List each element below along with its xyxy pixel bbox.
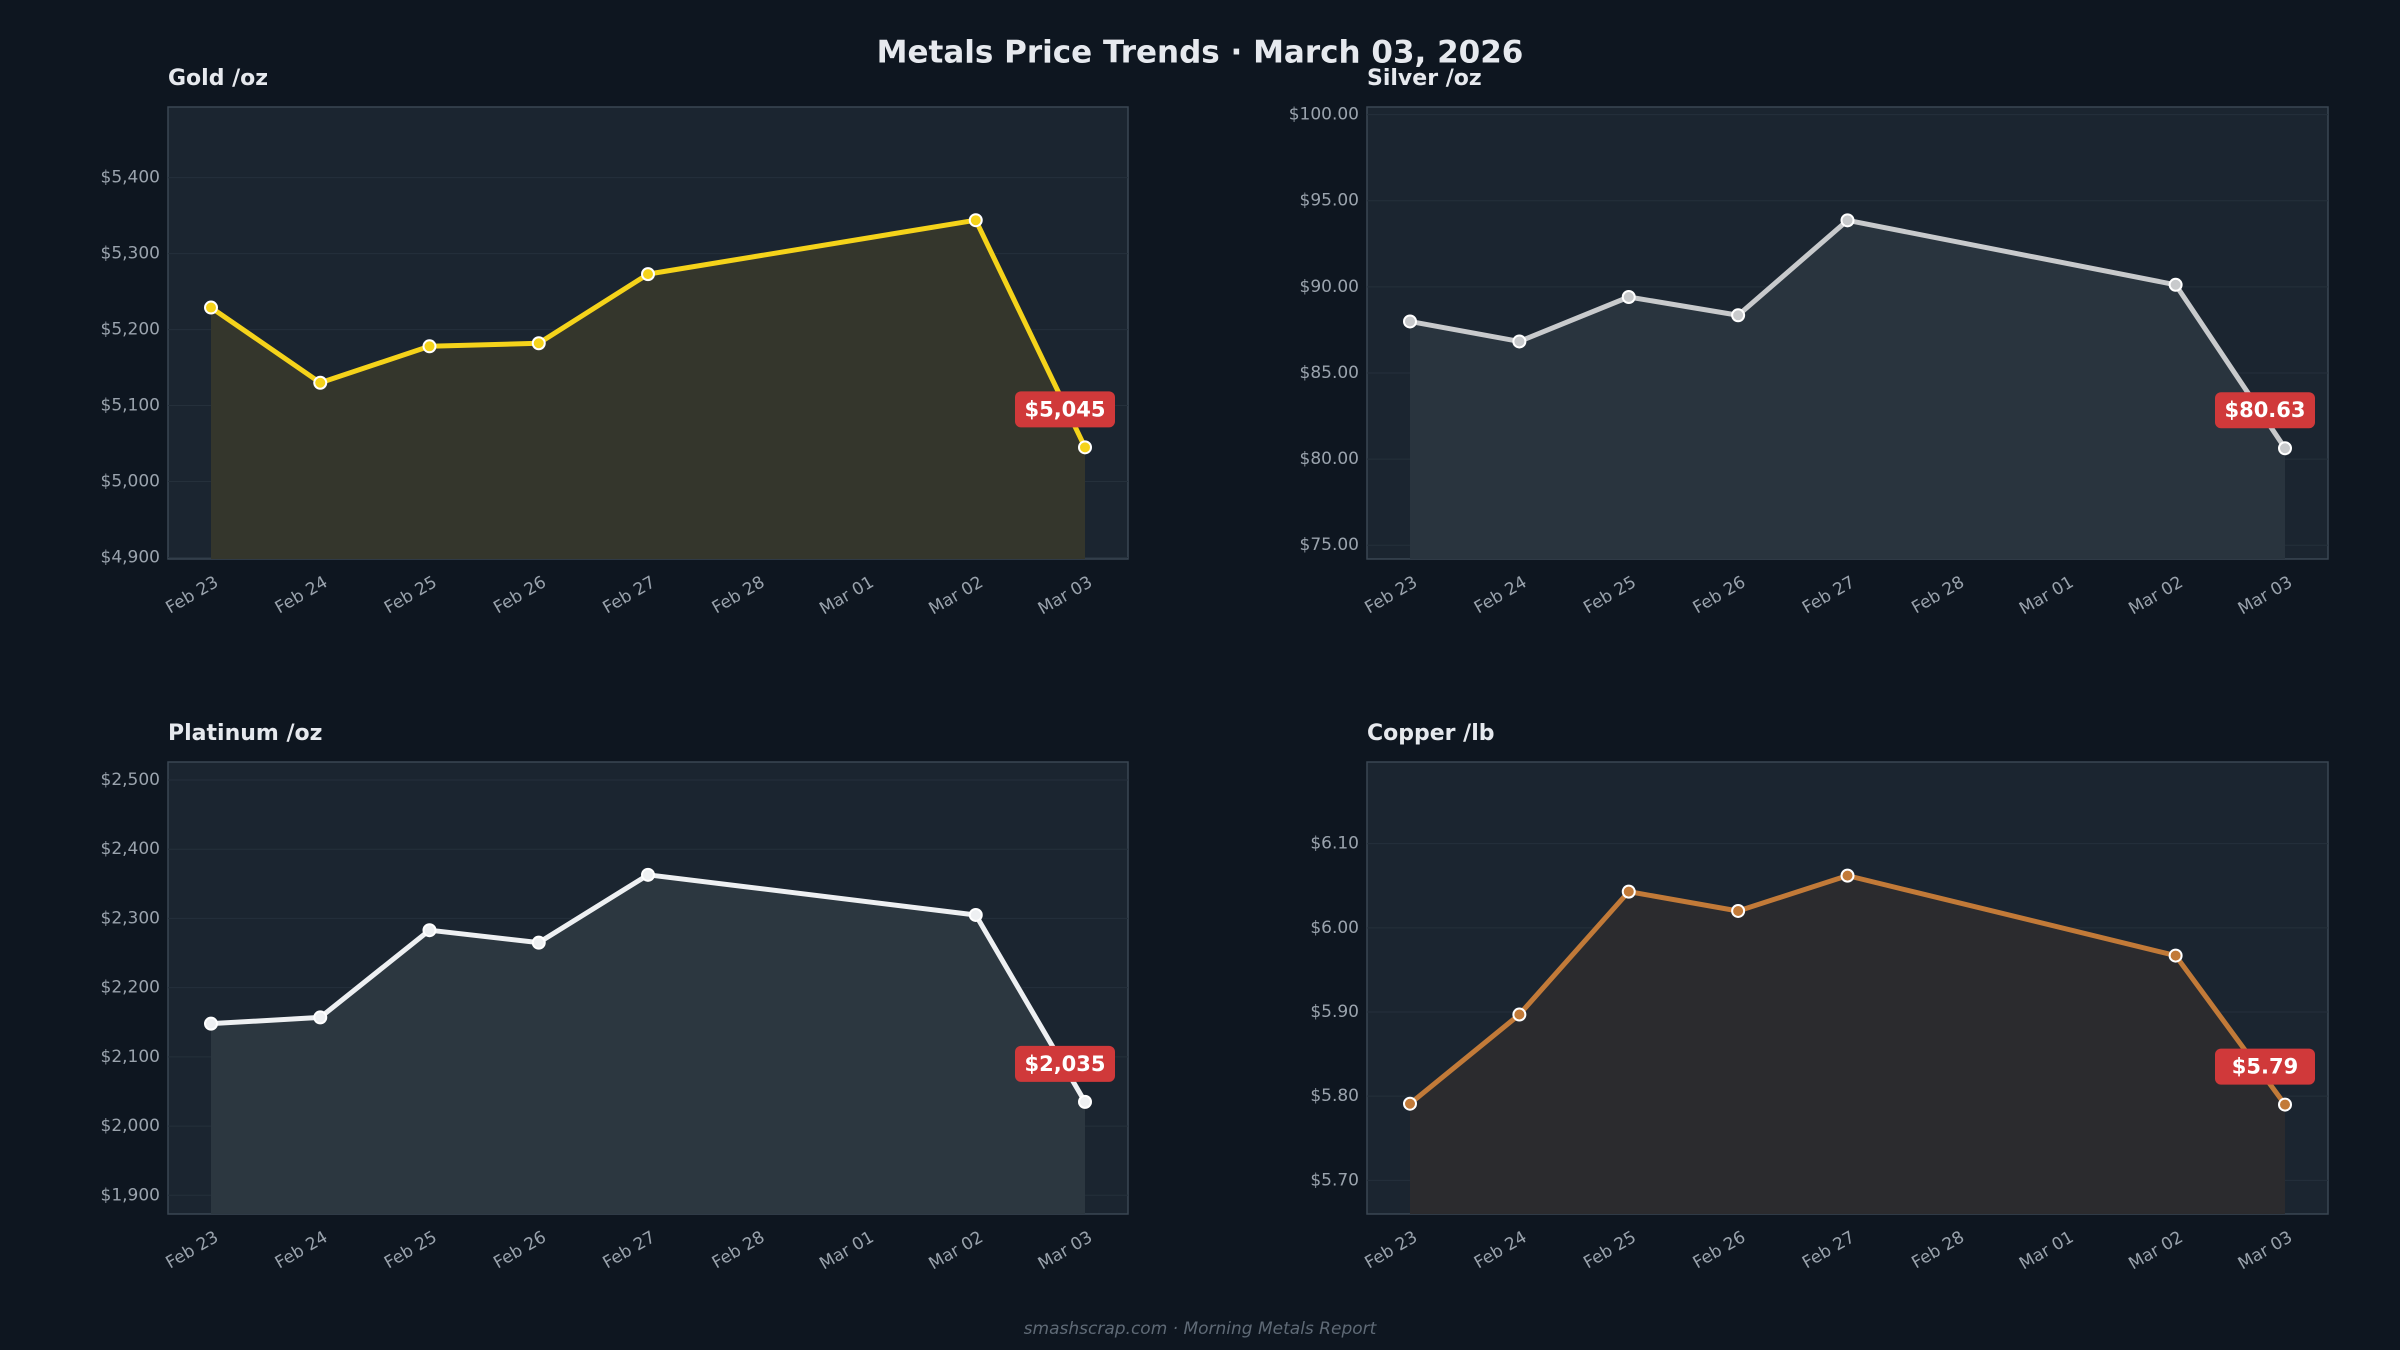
point	[1403, 314, 1417, 329]
point	[313, 1010, 328, 1025]
area-fill	[1410, 220, 2285, 559]
point	[1731, 308, 1746, 323]
value-badge: $80.63	[2215, 392, 2315, 429]
y-tick-label: $2,000	[101, 1116, 160, 1136]
value-label: $2,035	[1024, 1052, 1105, 1076]
y-tick-label: $6.00	[1310, 918, 1359, 938]
y-tick-label: $80.00	[1300, 449, 1359, 469]
y-tick-label: $2,300	[101, 908, 160, 928]
badge-box	[2215, 392, 2315, 429]
y-tick-label: $5,400	[101, 168, 160, 188]
value-label: $5.79	[2232, 1055, 2298, 1079]
point	[1512, 1007, 1527, 1022]
value-label: $80.63	[2224, 398, 2305, 422]
y-tick-label: $90.00	[1300, 277, 1359, 297]
point	[1840, 213, 1855, 228]
panel-title: Platinum /oz	[168, 721, 322, 746]
point	[968, 907, 983, 922]
y-tick-label: $5.90	[1310, 1002, 1359, 1022]
point	[204, 1016, 218, 1031]
y-tick-label: $5.80	[1310, 1086, 1359, 1106]
value-badge: $5,045	[1015, 391, 1115, 428]
panel-title: Gold /oz	[168, 66, 268, 91]
point	[422, 923, 437, 938]
point	[1403, 1096, 1417, 1111]
y-tick-label: $5,100	[101, 396, 160, 416]
panel-title: Copper /lb	[1367, 721, 1495, 746]
point	[2168, 277, 2183, 292]
y-tick-label: $5,000	[101, 472, 160, 492]
y-tick-label: $5,200	[101, 320, 160, 340]
value-badge: $2,035	[1015, 1045, 1115, 1082]
point	[204, 300, 218, 315]
point	[422, 339, 437, 354]
value-label: $5,045	[1024, 397, 1105, 421]
footer: smashscrap.com · Morning Metals Report	[1024, 1319, 1378, 1339]
point	[1621, 289, 1636, 304]
point	[641, 867, 655, 882]
point	[1621, 884, 1636, 899]
point	[531, 336, 546, 351]
badge-box	[2215, 1048, 2315, 1085]
area-fill	[211, 874, 1085, 1214]
point	[1512, 334, 1527, 349]
main-title: Metals Price Trends · March 03, 2026	[877, 35, 1524, 71]
y-tick-label: $100.00	[1289, 105, 1359, 125]
y-tick-label: $2,100	[101, 1047, 160, 1067]
point	[641, 267, 655, 282]
panel-title: Silver /oz	[1367, 66, 1482, 91]
point	[531, 935, 546, 950]
point	[1078, 440, 1092, 455]
y-tick-label: $85.00	[1300, 363, 1359, 383]
value-badge: $5.79	[2215, 1048, 2315, 1085]
y-tick-label: $95.00	[1300, 191, 1359, 211]
y-tick-label: $1,900	[101, 1185, 160, 1205]
point	[1840, 868, 1855, 883]
area-fill	[211, 220, 1085, 559]
y-tick-label: $4,900	[101, 547, 160, 567]
point	[968, 213, 983, 228]
point	[1731, 903, 1746, 918]
y-tick-label: $6.10	[1310, 834, 1359, 854]
y-tick-label: $75.00	[1300, 535, 1359, 555]
badge-box	[1015, 391, 1115, 428]
badge-box	[1015, 1045, 1115, 1082]
point	[1078, 1094, 1092, 1109]
y-tick-label: $2,500	[101, 770, 160, 790]
y-tick-label: $2,200	[101, 978, 160, 998]
y-tick-label: $2,400	[101, 839, 160, 859]
point	[2168, 948, 2183, 963]
point	[2278, 1097, 2292, 1112]
point	[2278, 441, 2292, 456]
y-tick-label: $5,300	[101, 244, 160, 264]
point	[313, 375, 328, 390]
area-fill	[1410, 875, 2285, 1214]
y-tick-label: $5.70	[1310, 1170, 1359, 1190]
